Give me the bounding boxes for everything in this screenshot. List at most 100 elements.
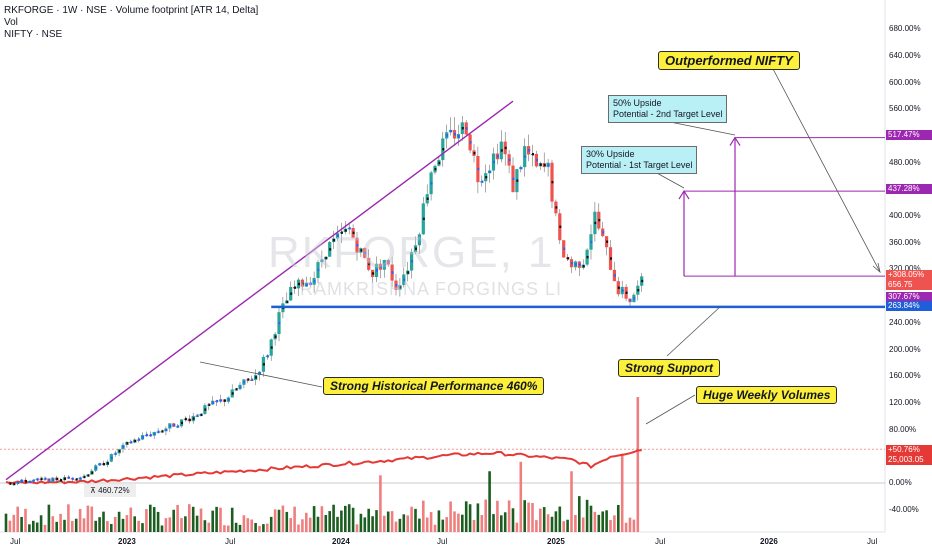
candle: [597, 203, 601, 231]
candle: [78, 476, 82, 483]
poc-marker: [617, 286, 620, 289]
poc-marker: [504, 146, 507, 150]
volume-bar: [273, 509, 277, 532]
volume-bar: [94, 520, 97, 532]
candle: [308, 276, 312, 287]
candle: [285, 292, 289, 304]
poc-marker: [79, 477, 82, 480]
poc-marker: [208, 403, 211, 407]
poc-marker: [177, 425, 180, 428]
poc-marker: [212, 401, 215, 404]
candle: [636, 280, 640, 301]
poc-marker: [9, 482, 12, 485]
candle: [101, 460, 106, 466]
candle: [261, 354, 265, 377]
candle: [367, 249, 371, 272]
candle: [324, 256, 328, 269]
candle: [16, 481, 20, 486]
poc-marker: [438, 161, 441, 165]
poc-marker: [149, 434, 152, 437]
target1-badge: 437.28%: [886, 184, 932, 194]
candle: [449, 117, 453, 136]
support-leader: [666, 305, 722, 357]
volume-bar: [230, 507, 234, 532]
x-tick-label: 2025: [547, 537, 565, 546]
poc-marker: [465, 127, 468, 130]
candle: [55, 475, 59, 483]
candle: [382, 259, 386, 278]
target1-callout[interactable]: 30% Upside Potential - 1st Target Level: [581, 146, 698, 174]
x-tick-label: Jul: [10, 537, 21, 546]
poc-marker: [524, 155, 527, 158]
volume-bar: [511, 508, 515, 532]
volume-bar: [305, 512, 308, 532]
candle: [183, 416, 187, 422]
candle: [495, 143, 499, 165]
poc-marker: [418, 238, 421, 241]
candle: [554, 199, 558, 217]
volume-bar: [277, 509, 281, 532]
candle: [542, 152, 546, 173]
candle: [339, 222, 343, 243]
candle: [332, 230, 336, 249]
volume-bar: [133, 516, 136, 532]
huge-weekly-volumes-annotation[interactable]: Huge Weekly Volumes: [696, 386, 838, 404]
poc-marker: [286, 300, 289, 304]
strong-support-annotation[interactable]: Strong Support: [618, 359, 720, 377]
candle: [577, 260, 581, 277]
poc-marker: [333, 238, 336, 242]
volume-bar: [242, 515, 246, 532]
poc-marker: [344, 229, 347, 232]
poc-marker: [138, 438, 141, 441]
poc-marker: [625, 291, 628, 294]
poc-marker: [32, 479, 35, 482]
poc-marker: [461, 126, 464, 130]
historical-performance-annotation[interactable]: Strong Historical Performance 460%: [323, 377, 545, 395]
volume-bar: [176, 504, 179, 532]
volume-bar: [316, 516, 320, 532]
compare-symbol-label[interactable]: NIFTY · NSE: [4, 29, 63, 40]
poc-marker: [442, 148, 445, 151]
poc-marker: [547, 163, 550, 167]
candle: [550, 159, 554, 209]
candle: [273, 332, 277, 346]
poc-marker: [71, 477, 74, 480]
volume-bar: [613, 515, 616, 532]
volume-bar: [476, 503, 480, 532]
poc-marker: [348, 227, 351, 230]
outperformed-nifty-annotation[interactable]: Outperformed NIFTY: [658, 51, 800, 70]
candle: [421, 196, 425, 236]
volume-bar: [168, 517, 172, 532]
volume-bar: [394, 521, 398, 532]
poc-marker: [305, 283, 308, 286]
candle: [351, 224, 355, 239]
volume-bar: [328, 511, 331, 532]
measure-icon: ⊼: [90, 486, 99, 495]
candle: [452, 117, 457, 145]
candle: [66, 475, 70, 479]
poc-marker: [606, 240, 609, 243]
poc-marker: [270, 346, 273, 349]
volume-bar: [433, 524, 437, 532]
volume-indicator-label[interactable]: Vol: [4, 17, 18, 28]
poc-marker: [169, 424, 172, 428]
poc-marker: [329, 248, 332, 251]
candle: [51, 476, 55, 483]
poc-marker: [99, 463, 102, 466]
x-tick-label: Jul: [225, 537, 236, 546]
y-tick-label: 360.00%: [889, 237, 921, 247]
target2-callout[interactable]: 50% Upside Potential - 2nd Target Level: [608, 95, 728, 123]
candle: [538, 161, 542, 170]
x-tick-label: Jul: [655, 537, 666, 546]
volume-bar: [262, 524, 265, 532]
poc-marker: [543, 163, 546, 167]
candle: [605, 236, 609, 256]
poc-marker: [450, 129, 453, 133]
candle: [109, 453, 113, 463]
candle: [573, 260, 577, 271]
candle: [195, 413, 199, 418]
poc-marker: [407, 271, 410, 274]
chart-title[interactable]: RKFORGE · 1W · NSE · Volume footprint [A…: [4, 5, 259, 16]
volume-bar: [601, 511, 604, 532]
